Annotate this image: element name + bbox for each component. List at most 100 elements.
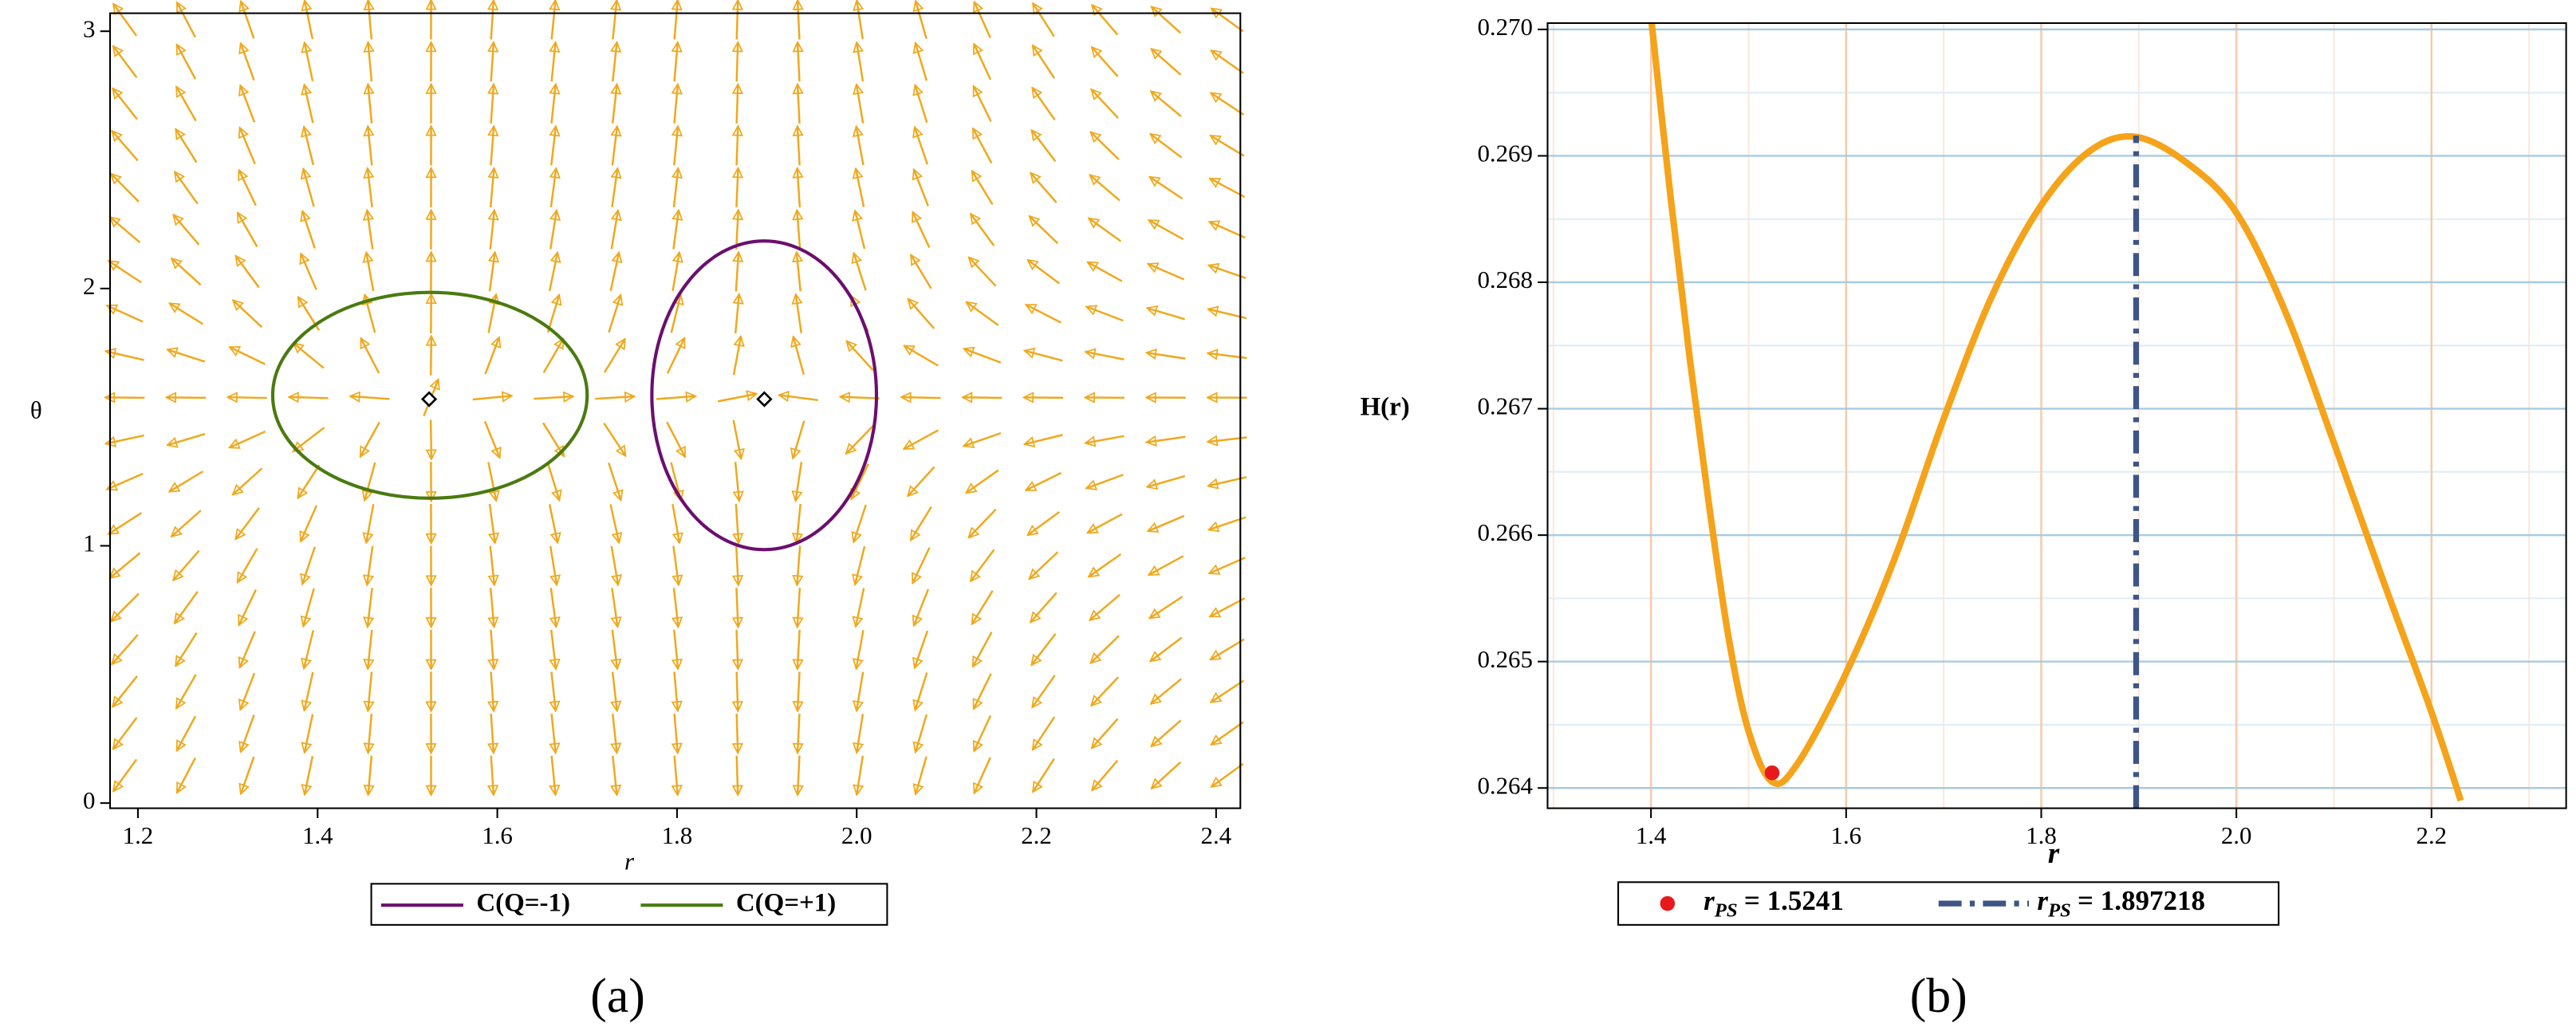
- field-arrow: [971, 549, 995, 581]
- field-arrow: [113, 717, 138, 750]
- field-arrow: [904, 429, 939, 451]
- field-arrow: [1032, 88, 1056, 121]
- field-arrow: [1026, 471, 1062, 491]
- field-arrow: [368, 42, 372, 82]
- field-arrow: [490, 588, 494, 627]
- field-arrow: [1087, 513, 1123, 534]
- field-arrow: [1211, 638, 1245, 661]
- field-arrow: [1211, 92, 1245, 116]
- field-arrow: [551, 126, 556, 166]
- field-arrow: [674, 671, 677, 711]
- field-arrow: [974, 714, 992, 751]
- field-arrow: [490, 629, 494, 669]
- field-arrow: [491, 84, 494, 124]
- field-arrow: [736, 252, 739, 292]
- field-arrow: [736, 503, 739, 543]
- field-arrow: [1029, 551, 1059, 579]
- field-arrow: [110, 217, 141, 243]
- field-arrow: [305, 714, 314, 753]
- field-arrow: [1148, 555, 1184, 577]
- field-arrow: [603, 422, 625, 456]
- contour: [650, 239, 879, 552]
- field-arrow: [175, 87, 197, 122]
- field-arrow: [737, 629, 739, 669]
- field-arrow: [736, 588, 738, 627]
- field-arrow: [797, 210, 800, 250]
- field-arrow: [1025, 351, 1063, 362]
- field-arrow: [350, 396, 390, 399]
- field-arrow: [608, 295, 620, 333]
- field-arrow: [551, 85, 555, 124]
- field-arrow: [548, 504, 557, 542]
- field-arrow: [608, 462, 620, 500]
- zero-point: [420, 391, 438, 407]
- field-arrow: [551, 629, 556, 669]
- field-arrow: [974, 757, 991, 793]
- field-arrow: [612, 629, 617, 669]
- field-arrow: [732, 336, 741, 376]
- field-arrow: [673, 211, 678, 250]
- field-arrow: [737, 126, 739, 166]
- legend-subscript: PS: [2047, 899, 2071, 921]
- field-arrow: [175, 757, 196, 793]
- field-arrow: [1033, 716, 1056, 750]
- field-arrow: [1033, 3, 1055, 37]
- field-arrow: [737, 84, 739, 124]
- legend-label: C(Q=-1): [476, 889, 570, 918]
- field-arrow: [490, 545, 494, 585]
- field-arrow: [167, 349, 206, 363]
- field-arrow: [1033, 758, 1055, 793]
- field-arrow: [1086, 307, 1124, 322]
- field-arrow: [857, 755, 863, 795]
- field-arrow: [472, 396, 512, 399]
- field-arrow: [490, 252, 495, 292]
- field-arrow: [736, 545, 739, 585]
- field-arrow: [175, 632, 198, 667]
- field-arrow: [674, 168, 678, 208]
- field-arrow: [850, 463, 869, 499]
- field-arrow: [238, 170, 257, 207]
- field-arrow: [1211, 721, 1244, 745]
- field-arrow: [1150, 134, 1183, 159]
- field-arrow: [491, 755, 494, 795]
- field-arrow: [230, 346, 266, 365]
- field-arrow: [735, 294, 739, 334]
- field-arrow: [483, 420, 500, 458]
- field-arrow: [909, 506, 932, 541]
- field-arrow: [167, 397, 207, 398]
- field-arrow: [612, 0, 616, 40]
- field-arrow: [736, 168, 738, 208]
- field-arrow: [1089, 218, 1122, 242]
- x-tick-label: 1.4: [302, 821, 333, 849]
- field-arrow: [674, 588, 678, 627]
- field-arrow: [1152, 761, 1182, 789]
- field-arrow: [552, 0, 556, 40]
- legend-symbol: r: [2037, 885, 2048, 916]
- field-arrow: [853, 253, 867, 291]
- field-arrow: [916, 43, 928, 81]
- field-arrow: [364, 462, 376, 501]
- field-arrow: [612, 42, 616, 82]
- field-arrow: [672, 252, 679, 292]
- field-arrow: [674, 629, 678, 669]
- field-arrow: [737, 0, 739, 40]
- field-arrow: [368, 0, 372, 40]
- caption: (a): [590, 969, 645, 1023]
- field-arrow: [914, 169, 929, 207]
- field-arrow: [112, 675, 138, 707]
- field-arrow: [915, 85, 928, 124]
- field-arrow: [1151, 91, 1182, 117]
- field-arrow: [908, 299, 935, 329]
- field-arrow: [1210, 177, 1246, 199]
- field-arrow: [1024, 434, 1063, 444]
- field-arrow: [175, 129, 198, 163]
- field-arrow: [856, 588, 865, 627]
- field-arrow: [293, 343, 325, 369]
- field-arrow: [173, 549, 200, 580]
- field-arrow: [1147, 308, 1186, 321]
- y-tick-label: 0.267: [1477, 392, 1532, 420]
- field-arrow: [855, 545, 866, 584]
- field-arrow: [673, 545, 679, 585]
- field-arrow: [1211, 134, 1245, 157]
- legend-dot: [1660, 895, 1676, 911]
